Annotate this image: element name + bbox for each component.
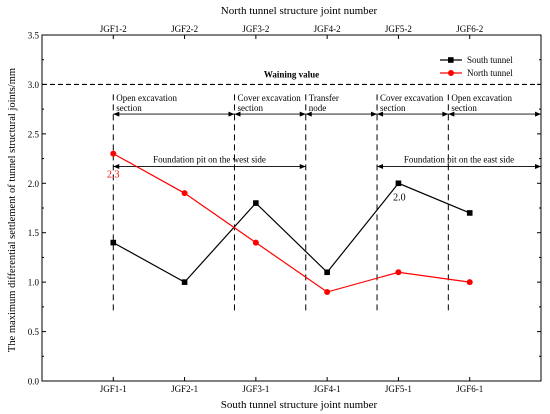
arrow-head-right [299, 163, 306, 169]
section-arrow [113, 111, 235, 117]
y-tick-label: 1.0 [28, 278, 40, 288]
y-tick-label: 3.5 [28, 31, 40, 41]
series-line [112, 153, 470, 293]
y-tick-label: 0.5 [28, 327, 40, 337]
data-label: 2.3 [107, 170, 120, 181]
data-point [110, 150, 117, 157]
section-arrow [305, 111, 378, 117]
foundation-pit-arrow [113, 163, 306, 169]
foundation-pit-label: Foundation pit on the west side [153, 154, 266, 164]
series-line [112, 182, 470, 283]
series-north-tunnel [110, 150, 473, 296]
y-tick-label: 1.5 [28, 228, 40, 238]
arrow-head-left [448, 111, 455, 117]
data-point [466, 279, 473, 286]
section-label: Cover excavation section [380, 93, 444, 113]
top-x-tick-label: JGF5-2 [385, 24, 412, 34]
legend-marker [448, 57, 454, 63]
x-tick-label: JGF5-1 [385, 384, 412, 394]
series-south-tunnel [110, 180, 473, 285]
foundation-pit-label: Foundation pit on the east side [404, 154, 514, 164]
y-tick-label: 2.5 [28, 129, 40, 139]
x-axis-title: South tunnel structure joint number [221, 399, 378, 411]
arrow-head-right [228, 111, 235, 117]
top-x-tick-label: JGF4-2 [314, 24, 341, 34]
x-tick-label: JGF4-1 [314, 384, 341, 394]
section-annotations: Waining value Open excavation section Cover… [42, 69, 542, 312]
arrow-head-right [535, 163, 541, 169]
arrow-head-left [305, 111, 312, 117]
data-point [324, 289, 331, 296]
y-tick-label: 3.0 [28, 80, 40, 90]
y-axis-title: The maximum differential settlement of t… [7, 68, 18, 352]
plot-frame [41, 34, 542, 382]
x-tick-label: JGF3-1 [242, 384, 269, 394]
top-x-tick-label: JGF2-2 [171, 24, 198, 34]
y-tick-label: 0.0 [28, 377, 40, 387]
legend-marker [448, 70, 454, 76]
section-arrow [234, 111, 306, 117]
foundation-pit-arrow [377, 163, 541, 169]
data-point [324, 269, 330, 276]
arrow-head-left [377, 163, 384, 169]
section-arrow [377, 111, 449, 117]
arrow-head-left [377, 111, 384, 117]
y-tick-label: 2.0 [28, 179, 40, 189]
data-point [252, 239, 259, 246]
section-label: Open excavation section [451, 93, 512, 113]
x-tick-label: JGF1-1 [100, 384, 127, 394]
arrow-head-right [535, 111, 541, 117]
x-tick-label: JGF2-1 [171, 384, 198, 394]
section-label: Cover excavation section [237, 93, 301, 113]
data-point [395, 180, 402, 187]
legend-label: North tunnel [467, 68, 513, 78]
data-point [181, 190, 188, 197]
top-x-tick-label: JGF3-2 [242, 24, 269, 34]
arrow-head-right [371, 111, 378, 117]
data-series: 2.3 2.0 [107, 150, 473, 296]
data-point [253, 200, 259, 206]
top-x-tick-label: JGF1-2 [100, 24, 127, 34]
arrow-head-right [299, 111, 306, 117]
data-point [110, 239, 117, 246]
warning-label: Waining value [264, 69, 319, 79]
top-axis-title: North tunnel structure joint number [221, 5, 378, 17]
arrow-head-right [442, 111, 449, 117]
legend: South tunnel North tunnel [440, 55, 513, 78]
arrow-head-left [113, 163, 120, 169]
data-label: 2.0 [393, 192, 406, 203]
x-tick-label: JGF6-1 [456, 384, 483, 394]
section-arrow [448, 111, 541, 117]
legend-label: South tunnel [467, 55, 513, 65]
arrow-head-left [234, 111, 241, 117]
section-label: Open excavation section [116, 93, 177, 113]
axes: 0.0 0.5 1.0 1.5 2.0 2.5 3.0 3.5 JGF1-1 JGF2-1 JGF3… [28, 24, 542, 394]
arrow-head-left [113, 111, 120, 117]
data-point [181, 279, 188, 285]
section-label: Transfer node [309, 93, 339, 113]
data-point [395, 269, 402, 276]
data-point [466, 210, 473, 216]
top-x-tick-label: JGF6-2 [456, 24, 483, 34]
